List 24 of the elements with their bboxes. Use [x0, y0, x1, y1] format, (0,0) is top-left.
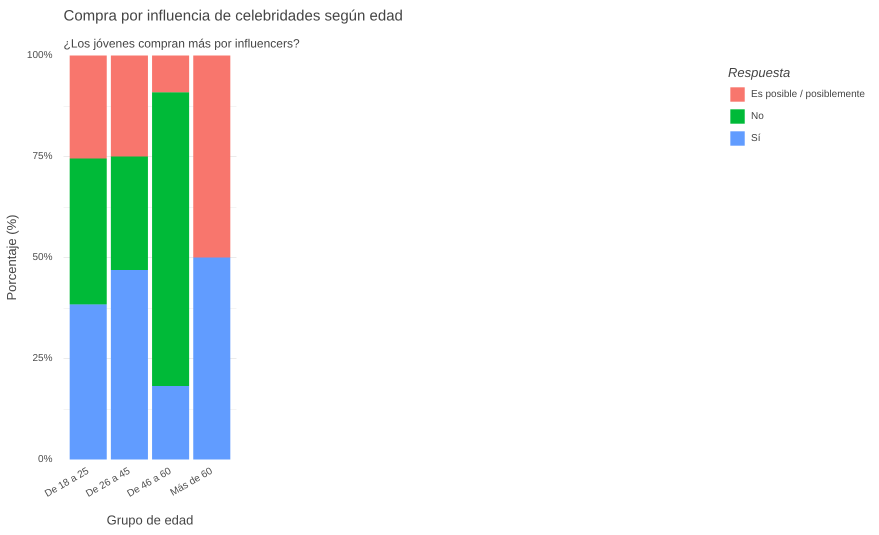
bar	[70, 304, 107, 460]
legend-label: No	[751, 110, 765, 122]
bar	[193, 56, 230, 258]
chart-title: Compra por influencia de celebridades según edad	[64, 8, 403, 24]
y-tick-label: 50%	[32, 252, 53, 263]
bar	[152, 92, 190, 386]
bar	[70, 56, 107, 159]
y-tick-label: 100%	[26, 50, 53, 61]
y-axis-title: Porcentaje (%)	[4, 214, 19, 300]
bar	[152, 56, 190, 92]
legend-title: Respuesta	[728, 65, 792, 80]
bar	[152, 386, 190, 460]
bar	[110, 156, 148, 270]
y-tick-label: 75%	[32, 151, 53, 162]
chart-subtitle: ¿Los jóvenes compran más por influencers?	[64, 36, 300, 50]
bar	[70, 158, 107, 304]
bar	[110, 56, 148, 156]
bar	[193, 258, 230, 460]
y-tick-label: 0%	[38, 454, 53, 465]
legend-label: Es posible / posiblemente	[751, 88, 865, 100]
legend-label: Sí	[751, 132, 762, 144]
bar	[110, 270, 148, 460]
y-tick-label: 25%	[32, 353, 53, 364]
x-axis-title: Grupo de edad	[106, 512, 194, 528]
